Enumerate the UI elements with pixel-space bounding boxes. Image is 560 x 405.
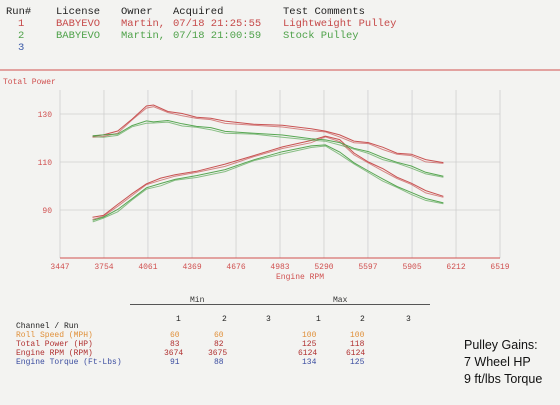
row-label: Engine RPM (RPM) [16,349,93,358]
run-owner: Martin, [121,18,166,30]
x-tick-label: 6212 [446,263,465,272]
series-line [92,145,444,223]
run-license: BABYEVO [56,30,101,42]
run-comment: Stock Pulley [283,30,359,42]
run-acquired: 07/18 21:25:55 [173,18,262,30]
min-value-1: 83 [170,340,180,349]
series [92,104,444,223]
min-col-1: 1 [176,315,181,324]
series-line [92,104,444,164]
run-row-1[interactable]: 1 BABYEVO Martin, 07/18 21:25:55 Lightwe… [6,18,396,30]
note-line-3: 9 ft/lbs Torque [464,372,543,386]
max-col-2: 2 [360,315,365,324]
max-value-1: 125 [302,340,317,349]
row-label: Total Power (HP) [16,340,93,349]
min-rule [130,304,280,305]
y-axis-title: Total Power [3,78,56,87]
y-tick-label: 90 [42,207,52,216]
max-value-1: 134 [302,358,317,367]
y-tick-label: 130 [38,111,53,120]
max-value-2: 100 [350,331,365,340]
run-header: Run# License Owner Acquired Test Comment… [6,6,396,54]
min-value-2: 82 [214,340,224,349]
series-line [92,106,444,164]
max-value-2: 118 [350,340,365,349]
run-row-2[interactable]: 2 BABYEVO Martin, 07/18 21:00:59 Stock P… [6,30,359,42]
series-torque-stock [92,119,444,178]
run-comment: Lightweight Pulley [283,18,397,30]
col-acquired-heading: Acquired [173,6,224,18]
x-tick-label: 4676 [226,263,245,272]
run-acquired: 07/18 21:00:59 [173,30,262,42]
min-value-2: 60 [214,331,224,340]
col-comments-heading: Test Comments [283,6,365,18]
max-value-2: 125 [350,358,365,367]
y-ticks: 130 110 90 [38,111,53,216]
series-line [92,121,444,178]
min-value-1: 60 [170,331,180,340]
pulley-gains-note: Pulley Gains: 7 Wheel HP 9 ft/lbs Torque [464,337,542,388]
x-ticks: 3447 3754 4061 4369 4676 4983 5290 5597 5905 6212… [50,263,509,272]
series-power-lightweight [92,135,444,220]
summary-table: Min Max 1 2 3 1 2 3 Channel / Run Roll S… [0,292,440,402]
series-line [92,144,444,221]
run-number: 2 [18,30,25,42]
max-value-1: 100 [302,331,317,340]
x-tick-label: 6519 [490,263,509,272]
min-value-1: 3674 [164,349,184,358]
min-value-1: 91 [170,358,180,367]
min-heading: Min [190,296,205,305]
y-tick-label: 110 [38,159,53,168]
run-header-row: Run# License Owner Acquired Test Comment… [6,6,365,18]
series-line [92,119,444,177]
run-row-3[interactable]: 3 [6,42,31,54]
col-license-heading: License [56,6,101,18]
min-col-2: 2 [222,315,227,324]
max-col-3: 3 [406,315,411,324]
x-tick-label: 3754 [94,263,113,272]
max-value-2: 6124 [346,349,366,358]
x-tick-label: 3447 [50,263,69,272]
series-line [92,135,444,218]
col-owner-heading: Owner [121,6,153,18]
row-label: Engine Torque (Ft-Lbs) [16,358,122,367]
row-label: Channel / Run [16,322,79,331]
run-number: 3 [18,42,25,54]
col-run-heading: Run# [6,6,32,18]
note-line-1: Pulley Gains: [464,338,538,352]
x-axis-title: Engine RPM [276,273,324,282]
max-col-1: 1 [316,315,321,324]
series-power-stock [92,144,444,223]
run-number: 1 [18,18,25,30]
run-owner: Martin, [121,30,166,42]
x-tick-label: 5597 [358,263,377,272]
x-tick-label: 5905 [402,263,421,272]
row-label: Roll Speed (MPH) [16,331,93,340]
x-tick-label: 4061 [138,263,157,272]
max-rule [280,304,430,305]
note-line-2: 7 Wheel HP [464,355,531,369]
x-tick-label: 5290 [314,263,333,272]
min-value-2: 88 [214,358,224,367]
x-tick-label: 4369 [182,263,201,272]
max-value-1: 6124 [298,349,318,358]
max-heading: Max [333,296,348,305]
min-col-3: 3 [266,315,271,324]
series-torque-lightweight [92,104,444,164]
run-license: BABYEVO [56,18,101,30]
series-line [92,136,444,220]
min-value-2: 3675 [208,349,228,358]
x-tick-label: 4983 [270,263,289,272]
